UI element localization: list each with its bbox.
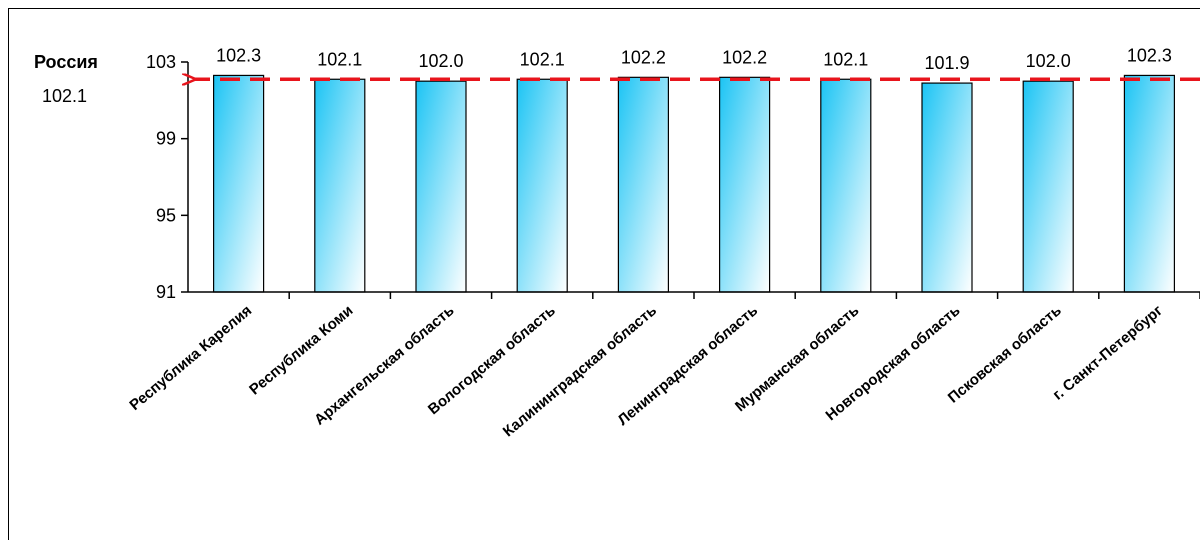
reference-value-label: 102.1: [42, 86, 87, 106]
reference-name-label: Россия: [34, 52, 98, 72]
category-label: Республика Коми: [246, 302, 356, 398]
y-axis: 91 95 99 103: [146, 52, 189, 302]
category-label: г. Санкт-Петербург: [1050, 302, 1166, 404]
bar-value-label: 102.1: [317, 49, 362, 69]
bar: [718, 76, 771, 293]
bar-value-label: 101.9: [924, 53, 969, 73]
chart-frame: [8, 8, 1200, 540]
y-tick-label: 95: [156, 205, 176, 225]
category-label: Республика Карелия: [126, 302, 255, 414]
bar: [1123, 74, 1176, 293]
bar-value-label: 102.3: [1127, 45, 1172, 65]
bar-value-label: 102.2: [621, 47, 666, 67]
category-label: Псковская область: [945, 302, 1065, 407]
bar-value-label: 102.2: [722, 47, 767, 67]
bars: [213, 74, 1176, 293]
y-tick-label: 103: [146, 52, 176, 72]
bar-value-label: 102.1: [520, 49, 565, 69]
data-labels: 102.3 102.1 102.0 102.1 102.2 102.2 102.1 101.9…: [216, 45, 1172, 73]
bar-value-label: 102.1: [823, 49, 868, 69]
bar-value-label: 102.3: [216, 45, 261, 65]
bar: [415, 80, 467, 293]
y-tick-label: 91: [156, 282, 176, 302]
bar: [617, 76, 670, 293]
y-tick-label: 99: [156, 129, 176, 149]
bar: [921, 82, 973, 293]
bar: [1022, 80, 1074, 293]
bar-value-label: 102.0: [418, 51, 463, 71]
reference-line-group: Россия 102.1: [34, 52, 1200, 106]
bar: [314, 78, 366, 293]
bar: [213, 74, 265, 293]
bar: [820, 78, 872, 293]
bar: [516, 78, 568, 293]
bar-value-label: 102.0: [1026, 51, 1071, 71]
